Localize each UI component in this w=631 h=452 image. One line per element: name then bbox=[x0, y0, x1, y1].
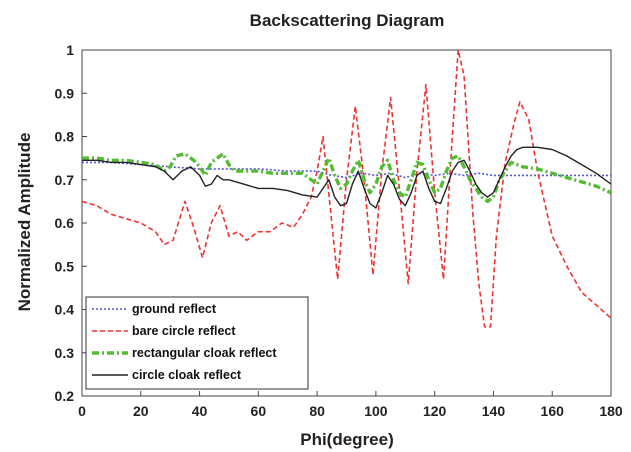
legend-label-1: bare circle reflect bbox=[132, 324, 236, 338]
y-axis: 0.2 0.3 0.4 0.5 0.6 0.7 0.8 0.9 1 bbox=[55, 42, 87, 404]
x-axis: 0 20 40 60 80 100 120 140 160 180 bbox=[78, 391, 623, 419]
x-tick-label: 120 bbox=[423, 403, 447, 419]
x-tick-label: 140 bbox=[482, 403, 506, 419]
y-tick-label: 0.2 bbox=[55, 388, 75, 404]
x-axis-label: Phi(degree) bbox=[300, 430, 394, 449]
y-tick-label: 0.7 bbox=[55, 172, 75, 188]
x-tick-label: 40 bbox=[192, 403, 208, 419]
x-tick-label: 0 bbox=[78, 403, 86, 419]
series-line-1 bbox=[82, 49, 611, 328]
x-tick-label: 100 bbox=[364, 403, 388, 419]
legend-label-0: ground reflect bbox=[132, 302, 217, 316]
series-layer bbox=[82, 49, 611, 328]
y-tick-label: 0.4 bbox=[55, 302, 75, 318]
x-tick-label: 180 bbox=[599, 403, 623, 419]
y-tick-label: 0.8 bbox=[55, 129, 75, 145]
x-tick-label: 60 bbox=[251, 403, 267, 419]
series-line-2 bbox=[82, 152, 611, 204]
legend-box bbox=[85, 296, 309, 390]
y-tick-label: 0.5 bbox=[55, 258, 75, 274]
legend: ground reflect bare circle reflect rectang… bbox=[85, 296, 309, 390]
series-line-3 bbox=[82, 146, 611, 209]
y-tick-label: 0.3 bbox=[55, 345, 75, 361]
x-tick-label: 20 bbox=[133, 403, 149, 419]
x-tick-label: 80 bbox=[309, 403, 325, 419]
x-tick-label: 160 bbox=[541, 403, 565, 419]
chart-title: Backscattering Diagram bbox=[250, 11, 445, 30]
legend-label-2: rectangular cloak reflect bbox=[132, 346, 277, 360]
y-axis-label: Normalized Amplitude bbox=[15, 133, 34, 312]
legend-label-3: circle cloak reflect bbox=[132, 368, 242, 382]
y-tick-label: 0.6 bbox=[55, 215, 75, 231]
y-tick-label: 1 bbox=[66, 42, 74, 58]
y-tick-label: 0.9 bbox=[55, 85, 75, 101]
